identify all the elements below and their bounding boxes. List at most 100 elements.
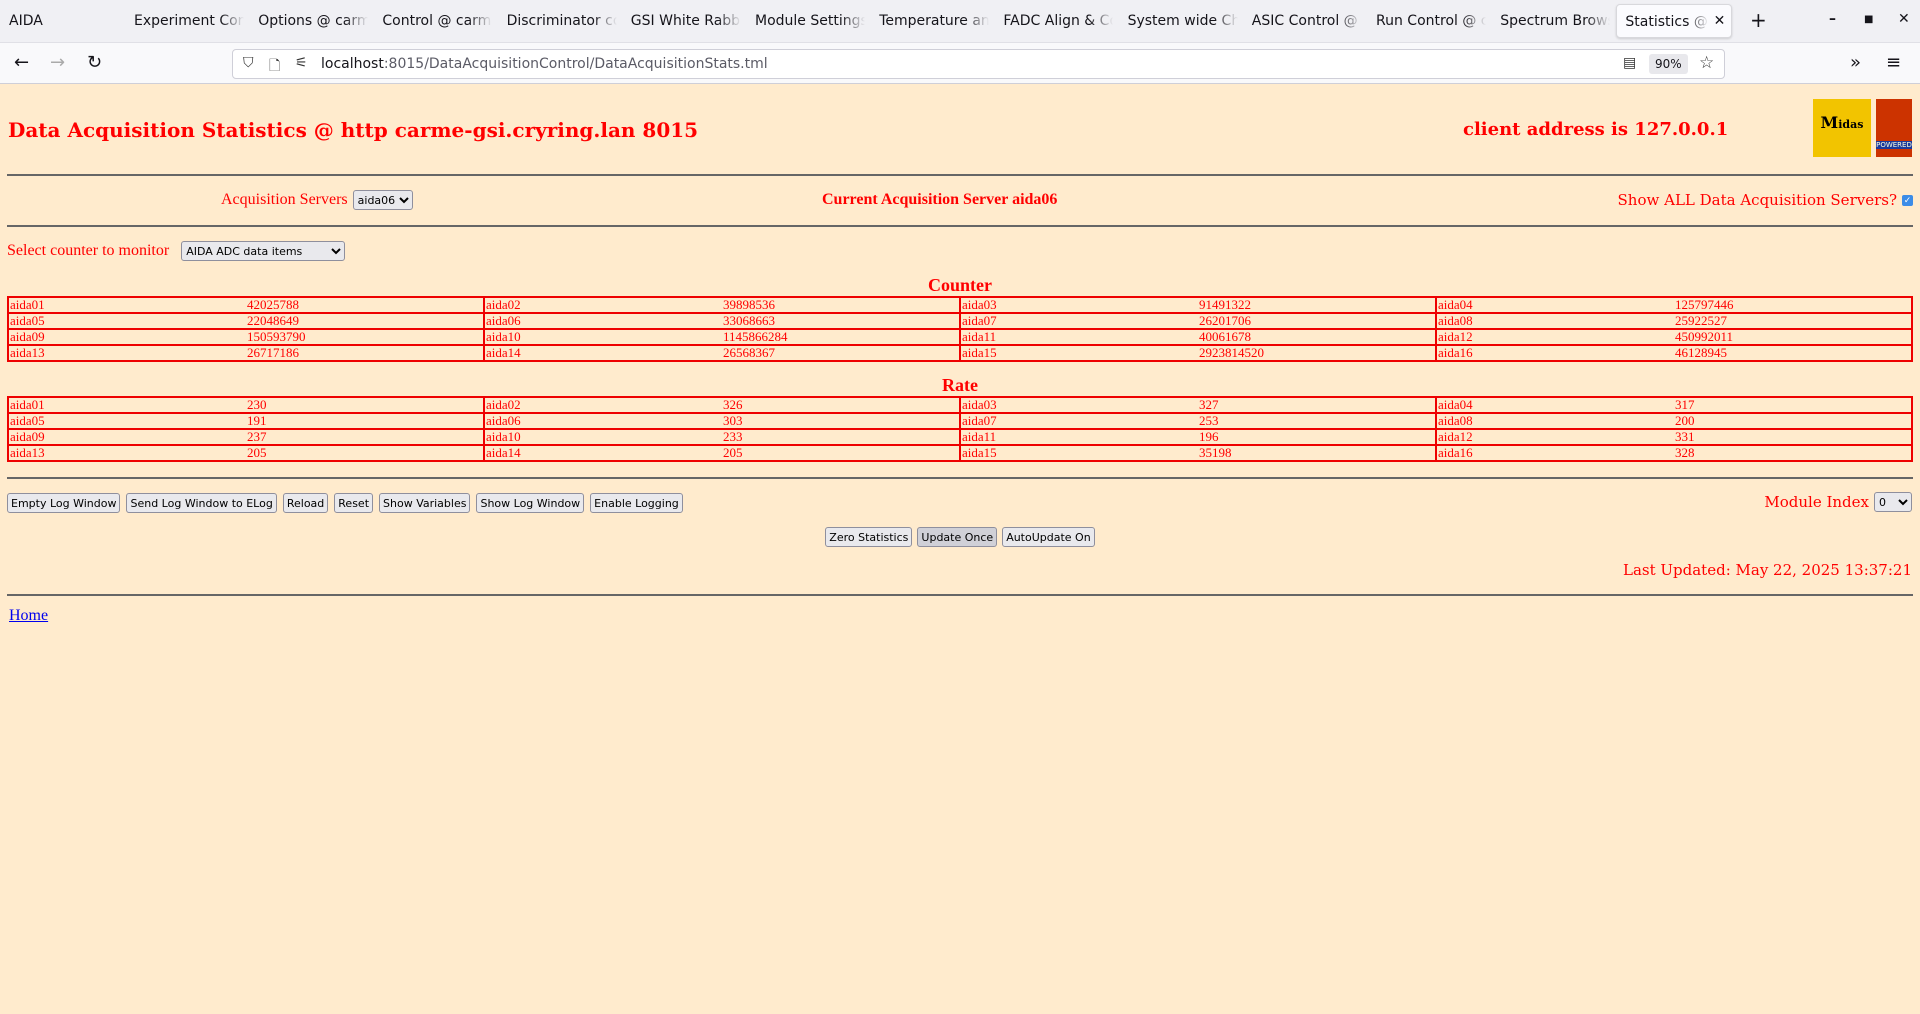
reload-button[interactable]: Reload (282, 493, 329, 513)
rate-value-cell: 196 (1198, 428, 1436, 446)
browser-tab[interactable]: ASIC Control @ (1251, 13, 1358, 29)
rate-value-cell: 317 (1674, 396, 1912, 414)
server-name-cell: aida06 (483, 312, 722, 330)
maximize-icon[interactable]: ■ (1864, 14, 1874, 25)
zoom-level[interactable]: 90% (1649, 54, 1688, 74)
url-text[interactable]: localhost:8015/DataAcquisitionControl/Da… (321, 56, 768, 72)
log-button-row: Empty Log Window Send Log Window to ELog R… (7, 493, 683, 513)
browser-tab[interactable]: Statistics @ carme✕ (1616, 4, 1733, 38)
minimize-icon[interactable]: – (1829, 11, 1836, 27)
close-tab-icon[interactable]: ✕ (1713, 13, 1726, 29)
counter-value-cell: 22048649 (246, 312, 484, 330)
server-name-cell: aida10 (483, 428, 722, 446)
server-name-cell: aida11 (959, 428, 1198, 446)
counter-value-cell: 26568367 (722, 344, 960, 362)
server-name-cell: aida02 (483, 296, 722, 314)
show-all-checkbox[interactable]: ✓ (1902, 194, 1913, 206)
server-name-cell: aida05 (8, 312, 246, 330)
counter-value-cell: 150593790 (246, 328, 484, 346)
server-name-cell: aida08 (1435, 312, 1674, 330)
autoupdate-on-button[interactable]: AutoUpdate On (1002, 527, 1095, 547)
browser-tab[interactable]: Run Control @ carme (1376, 13, 1486, 29)
server-name-cell: aida04 (1435, 296, 1674, 314)
show-variables-button[interactable]: Show Variables (379, 493, 471, 513)
counter-select-label: Select counter to monitor (7, 242, 170, 259)
show-log-window-button[interactable]: Show Log Window (476, 493, 585, 513)
browser-tab[interactable]: Options @ carme (258, 13, 369, 29)
rate-value-cell: 230 (246, 396, 484, 414)
server-name-cell: aida12 (1435, 428, 1674, 446)
browser-tab[interactable]: Module Settings (755, 13, 865, 29)
rate-heading: Rate (942, 375, 978, 395)
counter-value-cell: 2923814520 (1198, 344, 1436, 362)
acq-servers-label: Acquisition Servers (221, 191, 348, 208)
server-name-cell: aida16 (1435, 344, 1674, 362)
hamburger-menu-icon[interactable]: ≡ (1886, 52, 1902, 73)
empty-log-window-button[interactable]: Empty Log Window (7, 493, 121, 513)
acq-servers-select[interactable]: aida06 (352, 190, 413, 210)
browser-tab[interactable]: Spectrum Browser (1500, 13, 1610, 29)
home-link[interactable]: Home (9, 607, 49, 624)
counter-value-cell: 46128945 (1674, 344, 1912, 362)
rate-value-cell: 253 (1198, 412, 1436, 430)
rate-value-cell: 326 (722, 396, 960, 414)
rate-value-cell: 303 (722, 412, 960, 430)
rate-value-cell: 328 (1674, 444, 1912, 462)
server-name-cell: aida14 (483, 444, 722, 462)
browser-tab[interactable]: Control @ carme (382, 13, 493, 29)
server-name-cell: aida09 (8, 428, 246, 446)
rate-value-cell: 331 (1674, 428, 1912, 446)
tcl-powered-logo: POWERED (1876, 99, 1912, 157)
send-log-window-to-elog-button[interactable]: Send Log Window to ELog (126, 493, 277, 513)
counter-value-cell: 33068663 (722, 312, 960, 330)
enable-logging-button[interactable]: Enable Logging (590, 493, 683, 513)
browser-tab[interactable]: System wide Checks (1127, 13, 1238, 29)
server-name-cell: aida16 (1435, 444, 1674, 462)
rate-value-cell: 205 (722, 444, 960, 462)
browser-tab[interactable]: GSI White Rabbit (630, 13, 741, 29)
counter-value-cell: 39898536 (722, 296, 960, 314)
close-window-icon[interactable]: ✕ (1898, 11, 1910, 27)
server-name-cell: aida03 (959, 396, 1198, 414)
reader-view-icon[interactable]: ▤ (1623, 55, 1637, 71)
browser-tab[interactable]: Discriminator control (506, 13, 617, 29)
client-address: client address is 127.0.0.1 (1463, 119, 1729, 140)
overflow-menu-icon[interactable]: » (1850, 52, 1862, 73)
module-index-label: Module Index (1764, 493, 1869, 511)
counter-value-cell: 42025788 (246, 296, 484, 314)
update-once-button[interactable]: Update Once (917, 527, 998, 547)
current-server: Current Acquisition Server aida06 (822, 191, 1058, 208)
server-name-cell: aida01 (8, 396, 246, 414)
forward-icon[interactable]: → (50, 52, 66, 73)
counter-table: aida01 42025788 aida02 39898536 aida03 914913… (7, 296, 1913, 362)
server-name-cell: aida15 (959, 444, 1198, 462)
reset-button[interactable]: Reset (334, 493, 374, 513)
shield-icon[interactable]: ⛉ (243, 55, 254, 71)
browser-tab[interactable]: Experiment Control (134, 13, 244, 29)
server-name-cell: aida01 (8, 296, 246, 314)
new-tab-button[interactable]: + (1750, 8, 1767, 32)
url-bar[interactable]: ⛉ 🗋 ⚟ localhost:8015/DataAcquisitionCont… (232, 49, 1725, 79)
counter-select[interactable]: AIDA ADC data items (181, 241, 346, 261)
server-name-cell: aida07 (959, 412, 1198, 430)
zero-statistics-button[interactable]: Zero Statistics (825, 527, 913, 547)
back-icon[interactable]: ← (14, 52, 30, 73)
table-row: aida05 191 aida06 303 aida07 253 aida08 200 (8, 412, 1912, 430)
reload-icon[interactable]: ↻ (87, 52, 103, 73)
server-name-cell: aida02 (483, 396, 722, 414)
table-row: aida13 205 aida14 205 aida15 35198 aida16 328 (8, 444, 1912, 462)
browser-tab[interactable]: Temperature and (879, 13, 990, 29)
counter-value-cell: 125797446 (1674, 296, 1912, 314)
counter-value-cell: 1145866284 (722, 328, 960, 346)
divider (7, 477, 1913, 479)
server-name-cell: aida07 (959, 312, 1198, 330)
page-icon: 🗋 (269, 58, 281, 74)
browser-tab[interactable]: FADC Align & Control (1003, 13, 1113, 29)
page-title: Data Acquisition Statistics @ http carme… (8, 118, 699, 142)
rate-value-cell: 205 (246, 444, 484, 462)
divider (7, 174, 1913, 176)
permissions-icon[interactable]: ⚟ (295, 55, 308, 71)
bookmark-star-icon[interactable]: ☆ (1699, 53, 1715, 73)
table-row: aida13 26717186 aida14 26568367 aida15 292381… (8, 344, 1912, 362)
module-index-select[interactable]: 0 (1874, 492, 1912, 512)
